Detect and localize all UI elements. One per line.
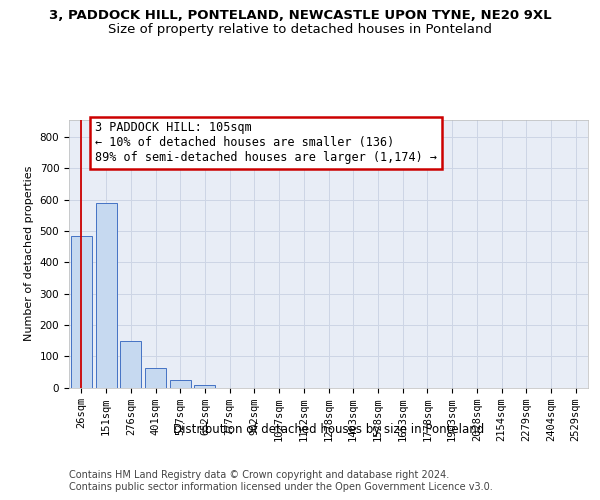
Bar — [145, 368, 166, 388]
Text: 3, PADDOCK HILL, PONTELAND, NEWCASTLE UPON TYNE, NE20 9XL: 3, PADDOCK HILL, PONTELAND, NEWCASTLE UP… — [49, 9, 551, 22]
Bar — [194, 385, 215, 388]
Y-axis label: Number of detached properties: Number of detached properties — [24, 166, 34, 342]
Bar — [120, 340, 141, 388]
Text: Distribution of detached houses by size in Ponteland: Distribution of detached houses by size … — [173, 422, 484, 436]
Text: Contains HM Land Registry data © Crown copyright and database right 2024.: Contains HM Land Registry data © Crown c… — [69, 470, 449, 480]
Text: Contains public sector information licensed under the Open Government Licence v3: Contains public sector information licen… — [69, 482, 493, 492]
Bar — [71, 236, 92, 388]
Text: Size of property relative to detached houses in Ponteland: Size of property relative to detached ho… — [108, 22, 492, 36]
Bar — [95, 203, 116, 388]
Bar — [170, 380, 191, 388]
Text: 3 PADDOCK HILL: 105sqm
← 10% of detached houses are smaller (136)
89% of semi-de: 3 PADDOCK HILL: 105sqm ← 10% of detached… — [95, 122, 437, 164]
